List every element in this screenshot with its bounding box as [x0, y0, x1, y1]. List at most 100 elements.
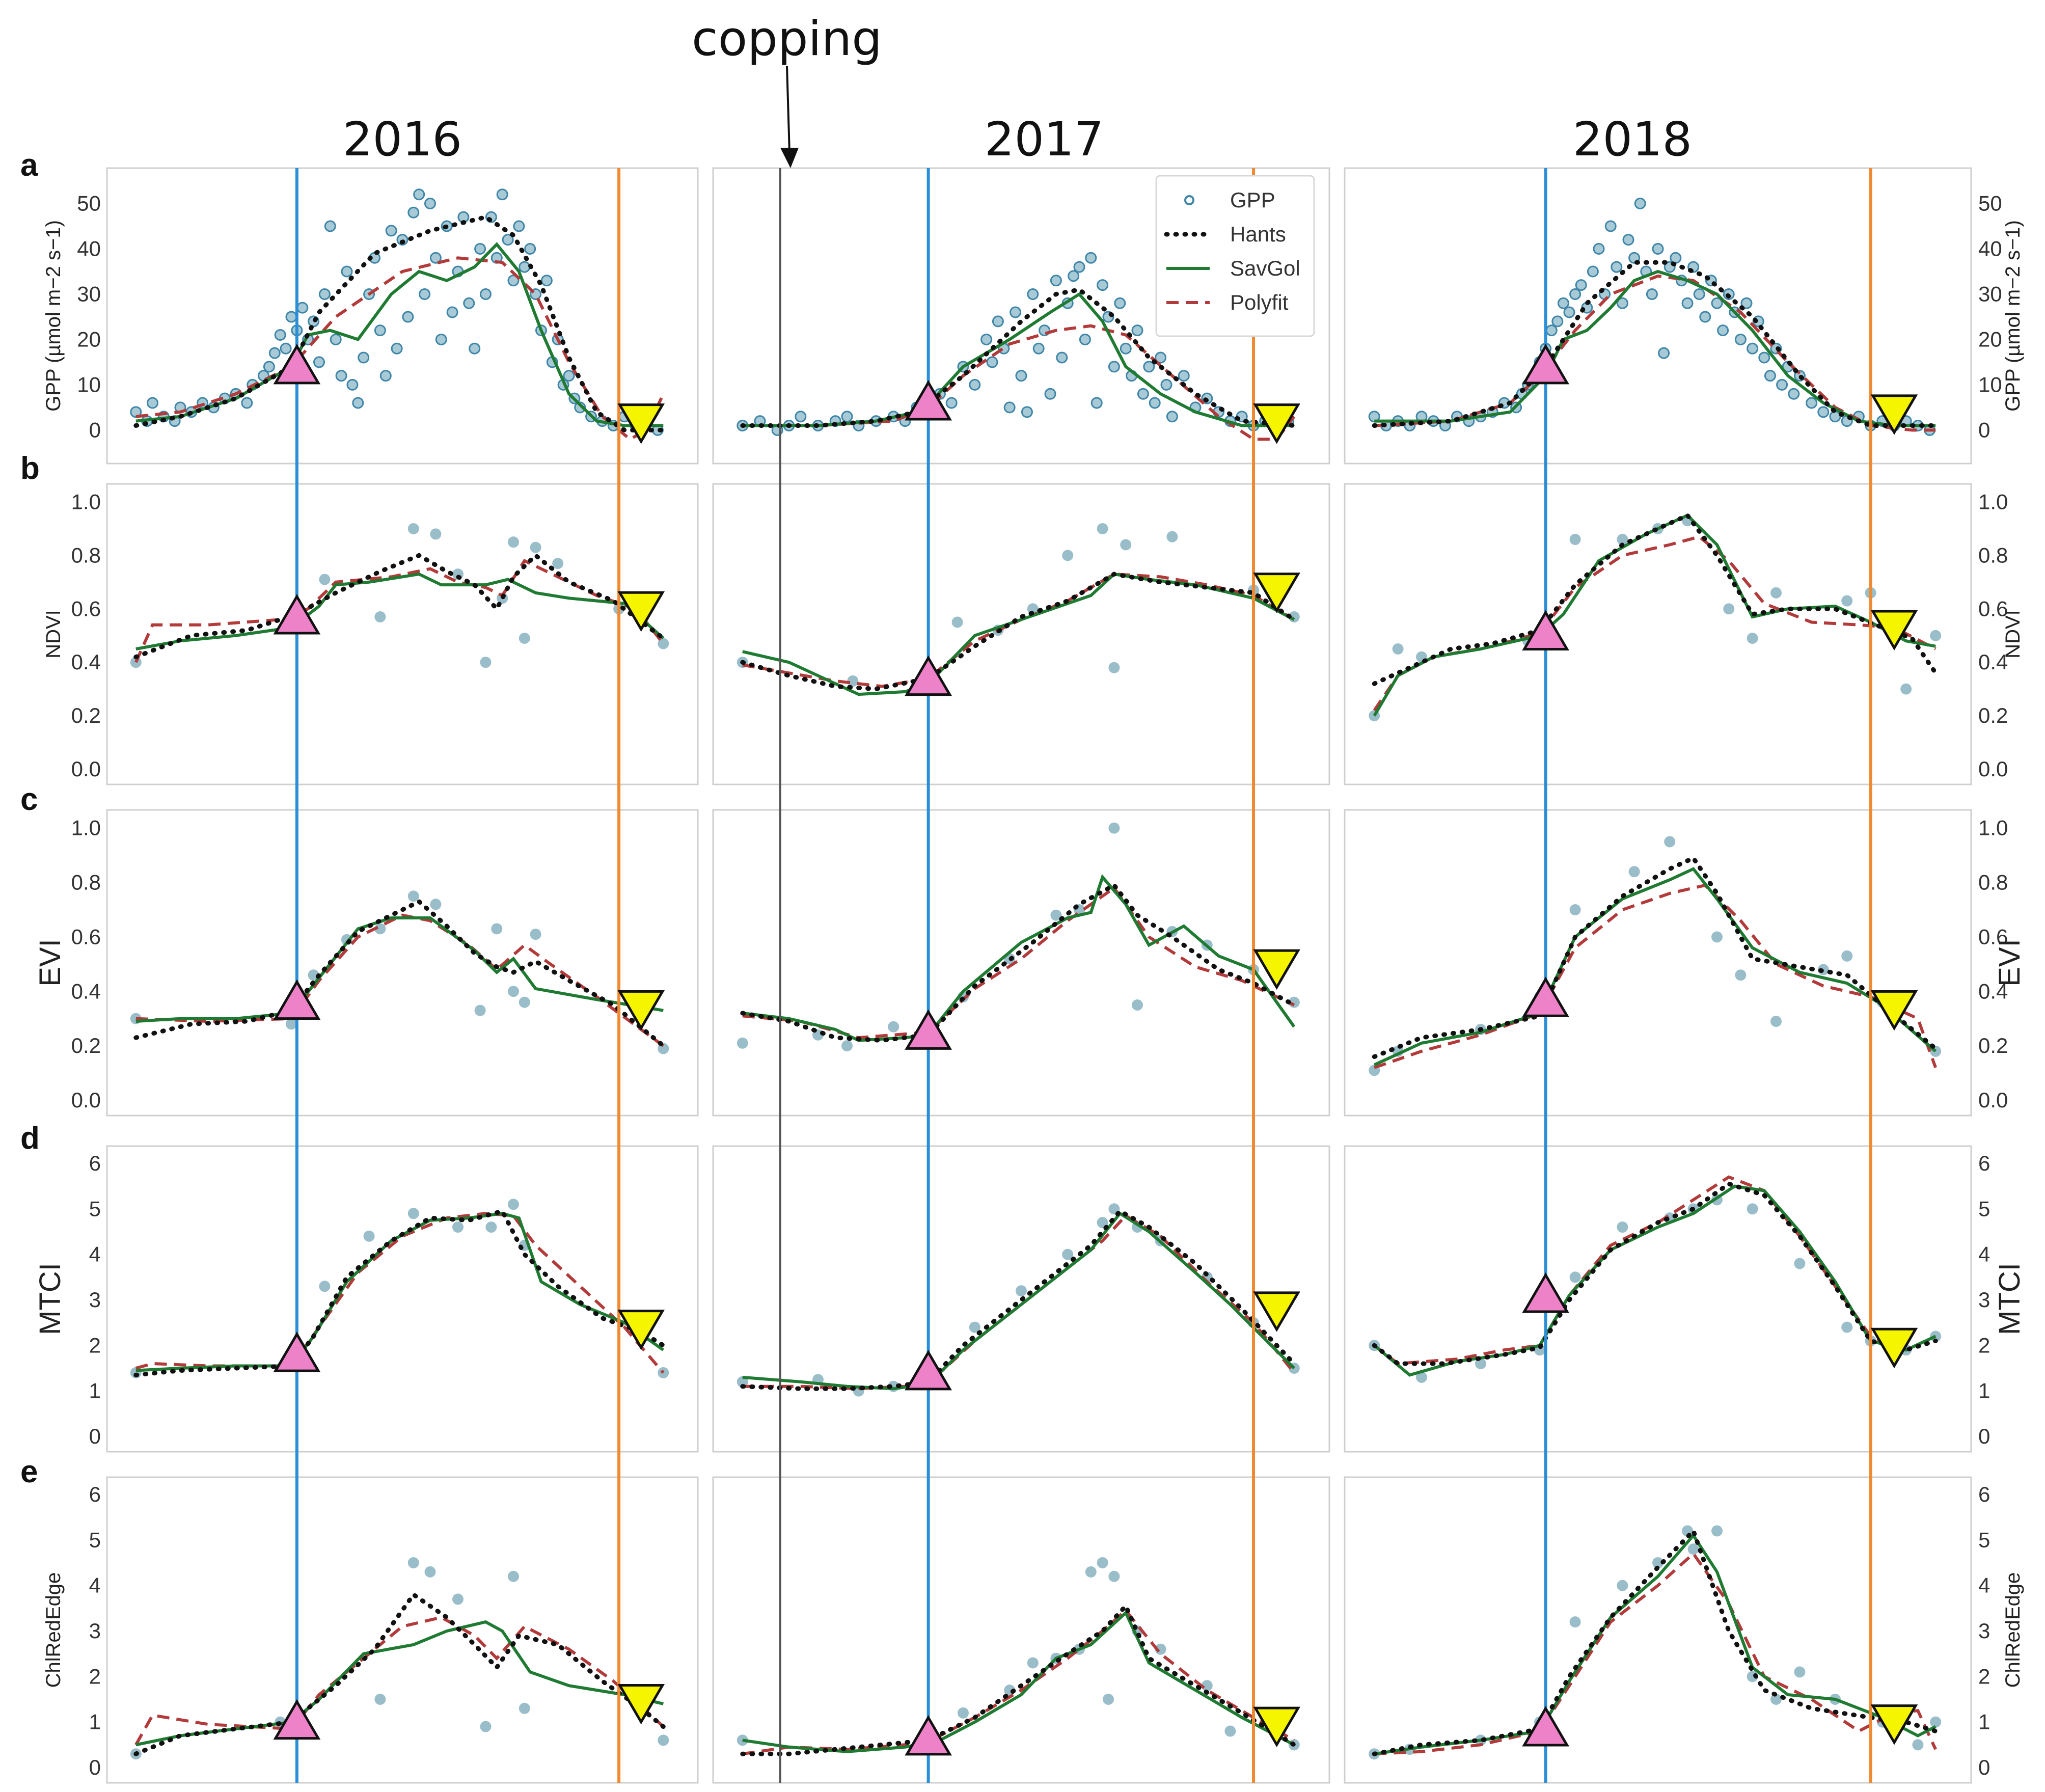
savgol-line-2017-ndvi [742, 572, 1295, 696]
ytick-right-chlrededge-5: 5 [1978, 1528, 1990, 1552]
data-point-2017-ndvi-8 [1108, 662, 1120, 673]
ytick-left-mtci-2: 2 [89, 1333, 101, 1357]
data-point-2018-chlrededge-11 [1770, 1693, 1782, 1705]
panel-frame-2017-chlrededge [712, 1476, 1330, 1784]
data-point-2016-ndvi-7 [480, 657, 492, 668]
copping-arrow-head [780, 148, 799, 168]
year-label-2018: 2018 [1573, 112, 1692, 167]
ytick-right-mtci-0: 0 [1978, 1424, 1990, 1448]
sos-marker-2017-gpp [905, 380, 952, 421]
eos-marker-2018-ndvi [1870, 610, 1918, 650]
year-label-2017: 2017 [985, 112, 1104, 167]
data-point-2018-chlrededge-16 [1930, 1716, 1942, 1728]
data-point-2016-mtci-9 [658, 1367, 669, 1378]
polyfit-line-2016-chlrededge [134, 1616, 665, 1746]
data-point-2016-gpp-43 [424, 197, 436, 209]
data-point-2018-ndvi-10 [1770, 587, 1782, 599]
ytick-left-chlrededge-1: 1 [89, 1710, 101, 1734]
data-point-2016-gpp-59 [513, 220, 525, 232]
ytick-left-gpp-1: 10 [77, 372, 101, 396]
ytick-left-chlrededge-4: 4 [89, 1573, 101, 1597]
data-point-2018-gpp-36 [1652, 242, 1664, 255]
panel-frame-2016-chlrededge [106, 1476, 699, 1784]
data-point-2016-chlrededge-4 [424, 1566, 436, 1578]
data-point-2017-gpp-35 [1079, 333, 1091, 345]
data-point-2016-gpp-70 [574, 401, 586, 414]
row-letter-c: c [20, 782, 38, 817]
ytick-right-evi-4: 0.8 [1978, 871, 2008, 894]
data-point-2018-gpp-30 [1616, 297, 1628, 309]
hants-line-2016-mtci [133, 1208, 666, 1377]
data-point-2016-gpp-42 [419, 288, 431, 300]
row-letter-a: a [20, 148, 38, 183]
data-point-2016-evi-4 [374, 923, 386, 935]
ytick-right-gpp-2: 20 [1978, 327, 2002, 351]
data-point-2017-chlrededge-10 [1103, 1693, 1114, 1705]
legend-frame [1155, 175, 1315, 337]
eos-marker-2018-mtci [1870, 1327, 1918, 1369]
data-point-2016-gpp-41 [413, 188, 425, 201]
data-point-2016-gpp-57 [502, 234, 514, 246]
ytick-right-ndvi-3: 0.6 [1978, 596, 2008, 620]
ytick-left-evi-3: 0.6 [71, 925, 101, 948]
data-point-2016-gpp-36 [385, 225, 397, 237]
polyfit-line-2018-evi [1374, 883, 1938, 1069]
row-letter-b: b [20, 451, 40, 486]
data-point-2016-gpp-37 [391, 342, 403, 355]
hants-line-2017-gpp [740, 287, 1297, 428]
data-point-2017-gpp-44 [1131, 324, 1143, 337]
data-point-2017-gpp-20 [992, 315, 1004, 328]
ytick-right-evi-0: 0.0 [1978, 1088, 2008, 1112]
data-point-2017-gpp-15 [945, 397, 958, 409]
data-point-2018-gpp-47 [1717, 324, 1729, 337]
sos-marker-2017-mtci [905, 1349, 952, 1391]
ytick-right-chlrededge-4: 4 [1978, 1573, 1990, 1597]
hants-line-2016-chlrededge [133, 1591, 666, 1756]
hants-line-2016-ndvi [133, 552, 666, 660]
data-point-2017-gpp-23 [1010, 306, 1022, 318]
data-point-2018-ndvi-13 [1900, 683, 1912, 695]
legend-label-savgol: SavGol [1230, 256, 1300, 280]
data-point-2018-mtci-9 [1747, 1203, 1758, 1215]
data-point-2017-gpp-4 [795, 411, 807, 423]
data-point-2016-evi-10 [519, 996, 530, 1008]
ytick-left-mtci-6: 6 [89, 1151, 101, 1175]
ytick-left-mtci-0: 0 [89, 1424, 101, 1448]
ytick-left-ndvi-1: 0.2 [71, 703, 101, 727]
ytick-left-gpp-2: 20 [77, 327, 101, 351]
data-point-2018-ndvi-11 [1841, 595, 1853, 607]
eos-marker-2018-chlrededge [1870, 1704, 1918, 1745]
data-point-2017-gpp-33 [1068, 270, 1080, 282]
data-point-2016-gpp-16 [274, 329, 286, 341]
copping-label: copping [692, 11, 882, 67]
hants-line-2018-ndvi [1372, 512, 1938, 686]
ytick-left-chlrededge-2: 2 [89, 1664, 101, 1688]
data-point-2016-gpp-24 [318, 288, 331, 300]
data-point-2016-gpp-56 [496, 188, 508, 201]
data-point-2016-gpp-26 [330, 333, 342, 345]
ytick-right-chlrededge-2: 2 [1978, 1664, 1990, 1688]
data-point-2017-gpp-46 [1143, 361, 1155, 373]
data-point-2018-gpp-19 [1551, 315, 1564, 328]
ytick-right-mtci-2: 2 [1978, 1333, 1990, 1357]
data-point-2018-gpp-23 [1575, 279, 1587, 291]
data-point-2016-mtci-4 [407, 1208, 419, 1219]
panel-frame-2017-ndvi [712, 483, 1330, 785]
data-point-2018-chlrededge-8 [1687, 1543, 1699, 1555]
data-point-2018-gpp-46 [1711, 297, 1723, 309]
data-point-2018-chlrededge-15 [1912, 1739, 1924, 1751]
data-point-2018-ndvi-9 [1747, 632, 1758, 644]
data-point-2018-chlrededge-4 [1569, 1616, 1581, 1628]
eos-marker-2016-chlrededge [617, 1684, 665, 1725]
sos-marker-2017-ndvi [905, 655, 952, 696]
data-point-2017-ndvi-10 [1166, 531, 1178, 542]
year-label-2016: 2016 [343, 112, 462, 167]
data-point-2016-gpp-27 [335, 370, 347, 382]
data-point-2016-evi-11 [530, 929, 541, 940]
data-point-2017-gpp-47 [1149, 397, 1161, 409]
ylabel-left-ndvi: NDVI [42, 610, 65, 659]
polyfit-line-2017-gpp [742, 324, 1296, 441]
ytick-right-mtci-4: 4 [1978, 1242, 1990, 1266]
hants-line-2016-evi [133, 899, 666, 1048]
